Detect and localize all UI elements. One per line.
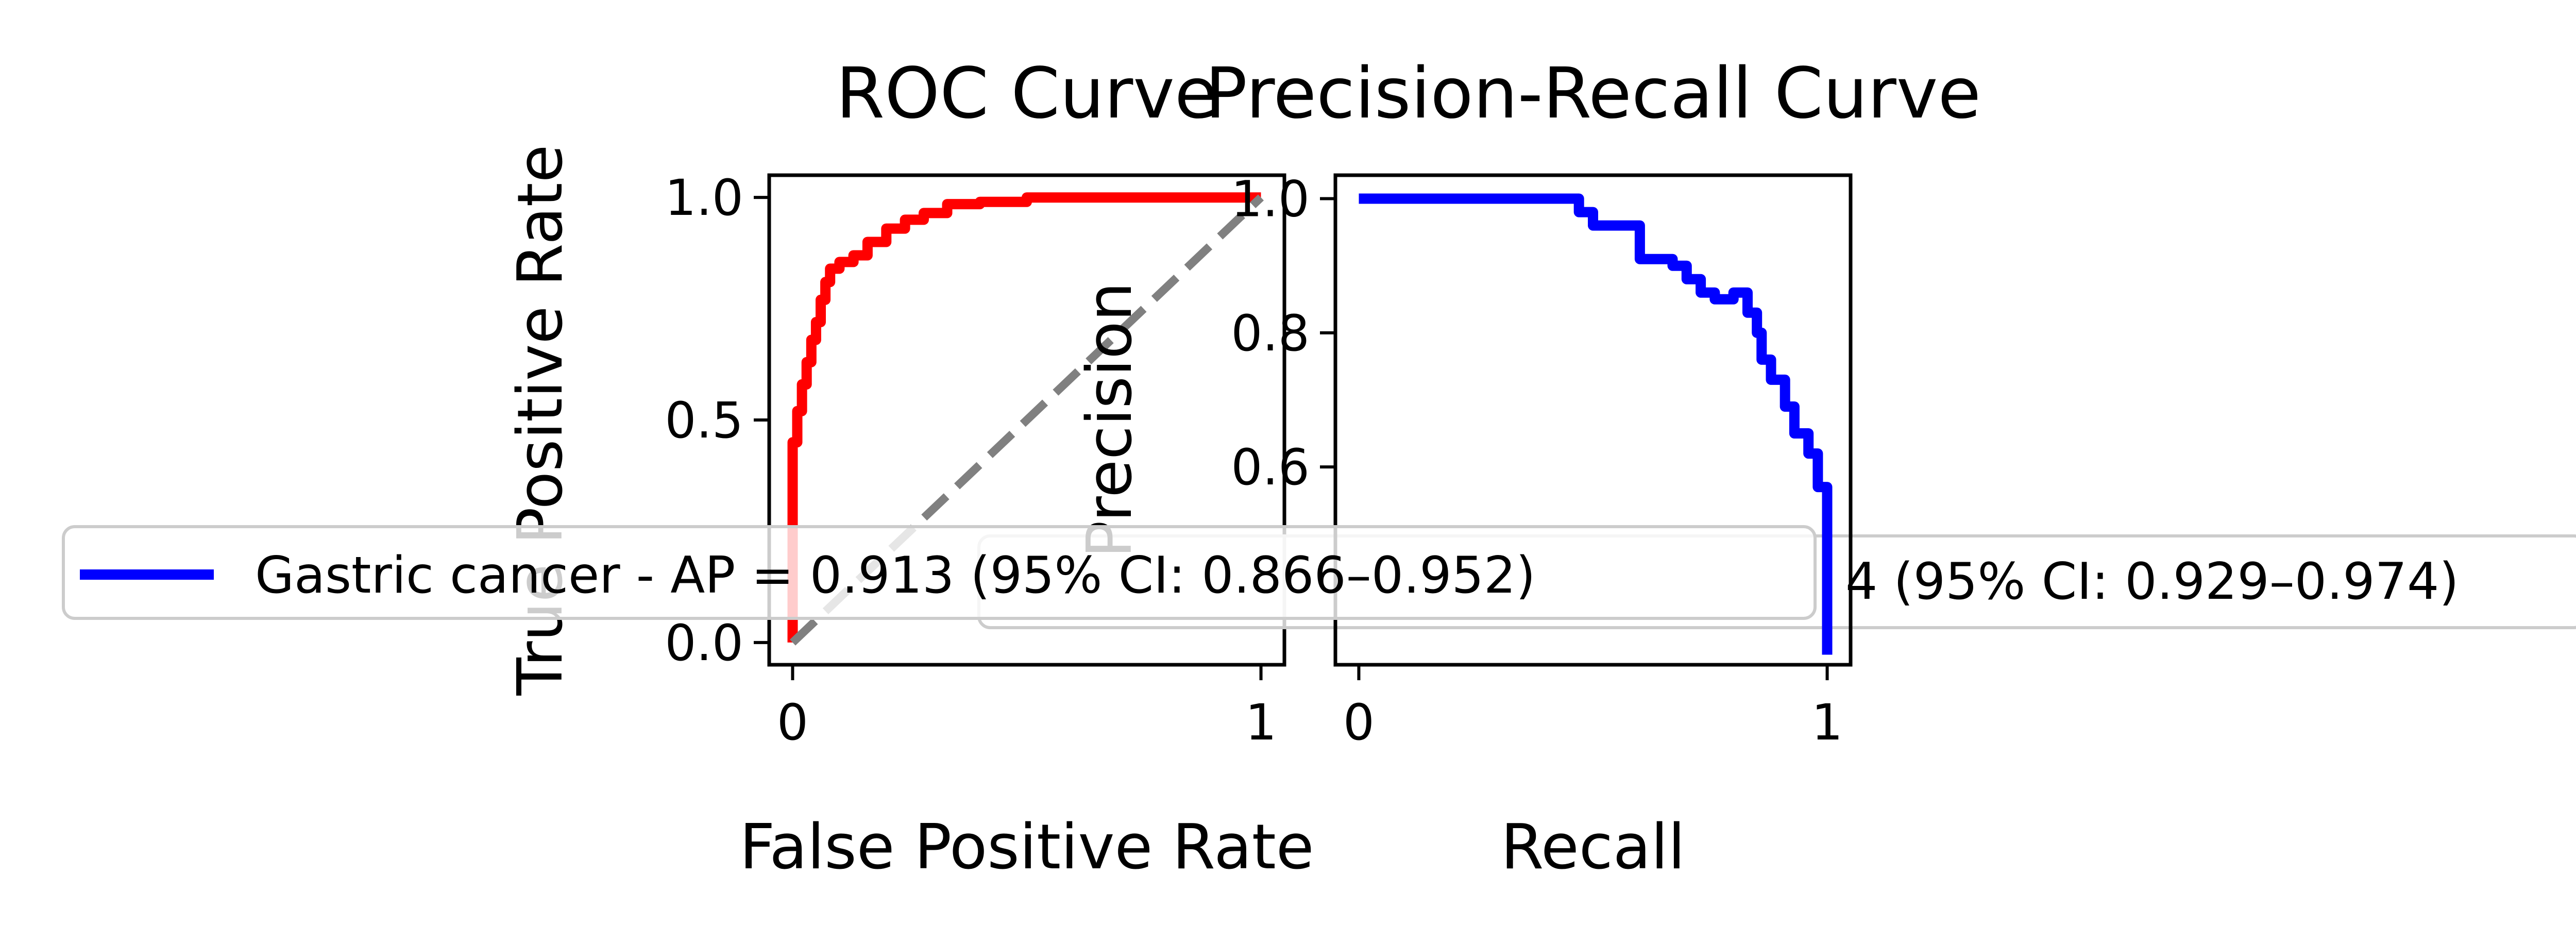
- roc-y-tick-label: 1.0: [665, 169, 743, 227]
- roc-panel: 0 1 0.0 0.5 1.0 ROC Curve False Positive Rat…: [505, 53, 2576, 883]
- pr-plot-area: [1359, 193, 1833, 655]
- roc-title: ROC Curve: [836, 53, 1218, 134]
- pr-legend: Gastric cancer - AP = 0.913 (95% CI: 0.8…: [62, 525, 1817, 620]
- roc-ticks: 0 1 0.0 0.5 1.0: [665, 169, 1277, 751]
- pr-panel: 0 1 0.6 0.8 1.0 Precision-Recall Curve Recal…: [1074, 53, 1981, 883]
- pr-axes-frame: [1333, 173, 1853, 667]
- pr-x-axis-label: Recall: [1501, 812, 1685, 883]
- pr-x-tick-label: 1: [1811, 694, 1843, 751]
- pr-legend-text: Gastric cancer - AP = 0.913 (95% CI: 0.8…: [255, 546, 1536, 605]
- roc-series-curve: [787, 192, 1261, 643]
- pr-legend-box: [62, 525, 1817, 620]
- roc-y-tick-label: 0.5: [665, 392, 743, 449]
- pr-title: Precision-Recall Curve: [1205, 53, 1981, 134]
- roc-legend-text: 4 (95% CI: 0.929–0.974): [1845, 552, 2459, 611]
- pr-series-curve: [1359, 193, 1833, 655]
- roc-y-tick-label: 0.0: [665, 614, 743, 672]
- roc-x-tick-label: 1: [1245, 694, 1277, 751]
- pr-y-axis-label: Precision: [1074, 282, 1146, 558]
- roc-x-tick-label: 0: [777, 694, 808, 751]
- roc-x-axis-label: False Positive Rate: [739, 812, 1314, 883]
- pr-y-tick-label: 1.0: [1231, 171, 1310, 228]
- pr-y-tick-label: 0.8: [1231, 305, 1310, 362]
- pr-ticks: 0 1 0.6 0.8 1.0: [1231, 171, 1843, 751]
- pr-y-tick-label: 0.6: [1231, 439, 1310, 496]
- pr-x-tick-label: 0: [1343, 694, 1375, 751]
